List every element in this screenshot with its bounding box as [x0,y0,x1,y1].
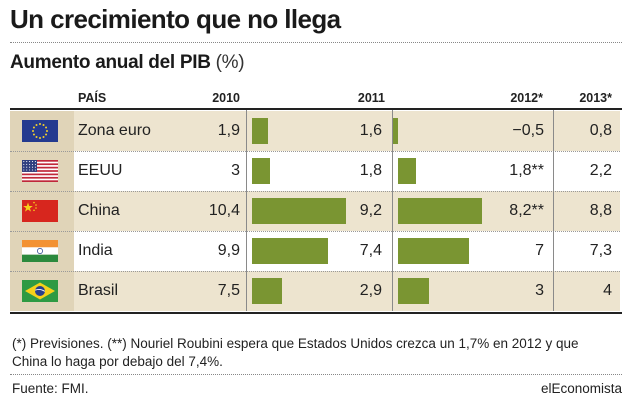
subtitle-unit: (%) [215,52,245,73]
top-divider [10,42,622,43]
value-2012: 3 [535,282,544,299]
eu-flag-icon [22,120,58,142]
row-divider [10,151,620,152]
bar-2011 [252,158,271,184]
value-2012: −0,5 [512,122,544,139]
chart-subtitle: Aumento anual del PIB (%) [10,52,245,74]
value-2011: 1,6 [359,122,382,139]
header-2013: 2013* [579,91,612,105]
bar-2011 [252,278,282,304]
subtitle-text: Aumento anual del PIB [10,52,211,73]
value-2013: 0,8 [589,122,612,139]
value-2012: 7 [535,242,544,259]
row-divider [10,271,620,272]
bar-2012 [398,238,470,264]
value-2013: 4 [603,282,612,299]
brazil-flag-icon [22,280,58,302]
table-row [74,111,620,151]
value-2013: 2,2 [589,162,612,179]
china-flag-icon [22,200,58,222]
value-2010: 9,9 [217,242,240,259]
publisher-brand: elEconomista [540,381,622,396]
bar-2011 [252,238,328,264]
value-2011: 1,8 [359,162,382,179]
source-divider [10,374,622,375]
table-row [74,191,620,231]
bar-2012 [398,158,417,184]
bar-2011 [252,118,269,144]
value-2010: 10,4 [208,202,240,219]
value-2013: 8,8 [589,202,612,219]
country-name: Zona euro [78,122,151,139]
country-name: China [78,202,120,219]
value-2010: 7,5 [217,282,240,299]
row-divider [10,231,620,232]
value-2011: 7,4 [359,242,382,259]
table-bottom-rule [10,312,622,314]
header-country: PAÍS [78,91,107,105]
value-2012: 1,8** [509,162,544,179]
header-2010: 2010 [212,91,240,105]
value-2013: 7,3 [589,242,612,259]
table-row [74,271,620,311]
page-title: Un crecimiento que no llega [10,4,341,34]
bar-2012 [392,118,398,144]
bar-2012 [398,278,429,304]
column-separator-2011 [392,110,393,311]
value-2012: 8,2** [509,202,544,219]
bar-2012 [398,198,482,224]
country-name: Brasil [78,282,119,299]
country-name: EEUU [78,162,123,179]
header-2012: 2012* [510,91,543,105]
country-name: India [78,242,113,259]
column-separator-2012 [553,110,554,311]
row-divider [10,191,620,192]
source-label: Fuente: FMI. [12,381,89,396]
usa-flag-icon [22,160,58,183]
footnote: (*) Previsiones. (**) Nouriel Roubini es… [12,336,579,369]
value-2011: 9,2 [359,202,382,219]
value-2010: 1,9 [217,122,240,139]
column-separator-2010 [246,110,247,311]
header-2011: 2011 [357,91,385,105]
bar-2011 [252,198,346,224]
table-row [74,231,620,271]
india-flag-icon [22,240,58,262]
value-2011: 2,9 [359,282,382,299]
table-row [74,151,620,191]
value-2010: 3 [231,162,240,179]
header-rule [10,108,622,110]
